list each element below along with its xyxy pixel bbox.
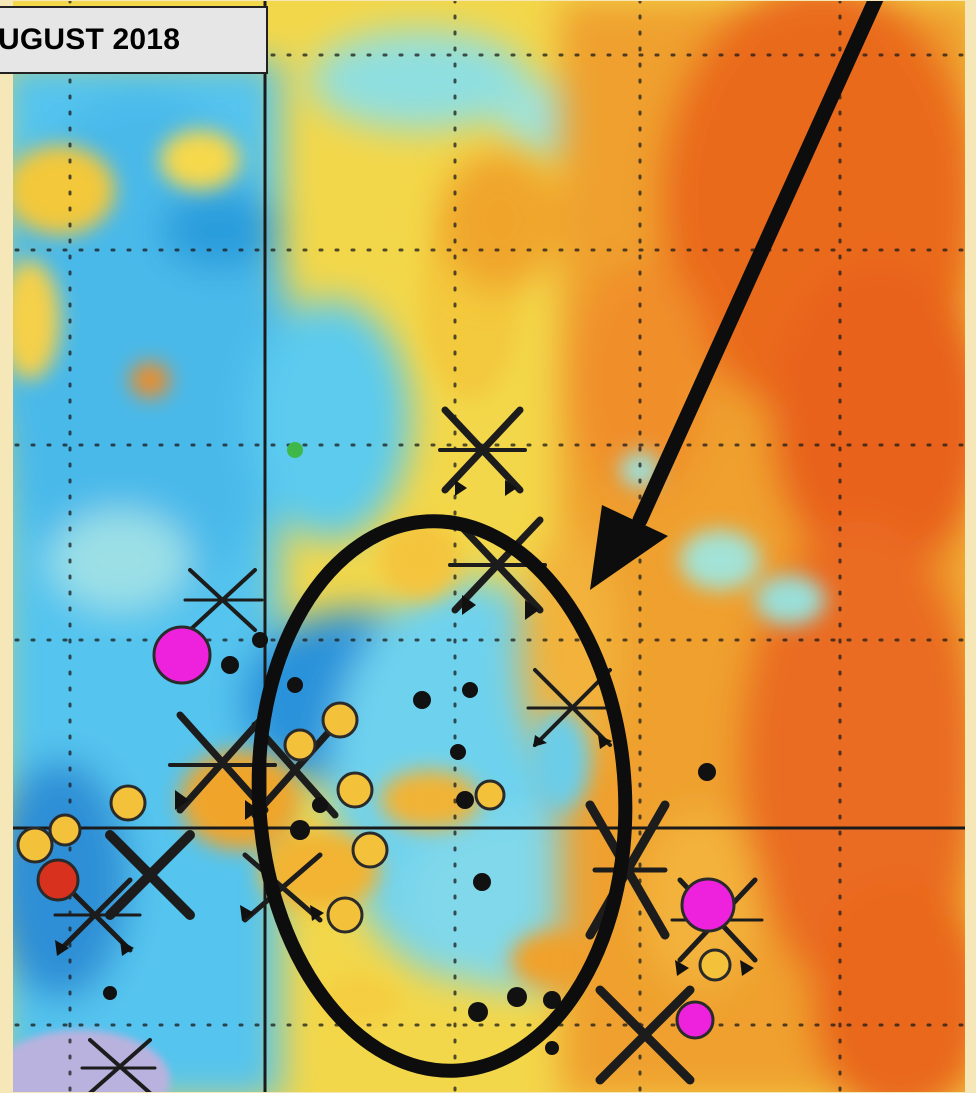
black-dot-marker — [287, 677, 303, 693]
x-cross-marker — [183, 568, 264, 632]
black-dot-marker-group — [103, 632, 716, 1055]
black-dot-marker — [545, 1041, 559, 1055]
x-cross-marker — [595, 985, 695, 1085]
cool-region — [12, 30, 640, 1093]
black-dot-marker — [456, 791, 474, 809]
x-cross-marker-group — [53, 406, 764, 1093]
arrow-icon — [590, 0, 884, 590]
magenta-circle-marker — [152, 625, 212, 685]
ellipse-highlight — [251, 514, 633, 1078]
x-cross-marker — [80, 1038, 157, 1093]
black-dot-marker — [468, 1002, 488, 1022]
magenta-circle-marker — [680, 877, 736, 933]
orange-circle-marker — [321, 701, 359, 739]
date-label: UGUST 2018 — [0, 6, 268, 74]
black-dot-marker — [450, 744, 466, 760]
black-dot-marker — [462, 682, 478, 698]
red-circle-marker — [36, 858, 80, 902]
orange-circle-marker — [109, 784, 147, 822]
orange-circle-marker — [336, 771, 374, 809]
map-frame — [11, 0, 967, 1093]
black-dot-marker — [221, 656, 239, 674]
x-cross-marker — [242, 852, 323, 923]
cool-patches-east — [530, 452, 825, 810]
orange-circle-marker — [326, 896, 364, 934]
magenta-circle-marker — [675, 1000, 715, 1040]
orange-circle-marker — [474, 779, 506, 811]
black-dot-marker — [413, 691, 431, 709]
orange-circle-marker — [283, 728, 317, 762]
black-dot-marker — [698, 763, 716, 781]
black-dot-marker — [543, 991, 561, 1009]
black-dot-marker — [312, 797, 328, 813]
x-cross-marker — [105, 830, 195, 920]
black-dot-marker — [473, 873, 491, 891]
black-dot-marker — [252, 632, 268, 648]
orange-circle-marker — [351, 831, 389, 869]
black-dot-marker — [103, 986, 117, 1000]
black-dot-marker — [507, 987, 527, 1007]
orange-circle-marker-group — [16, 701, 732, 982]
black-dot-marker — [290, 820, 310, 840]
x-cross-marker — [526, 668, 617, 747]
green-dot-marker — [287, 442, 303, 458]
orange-circle-marker — [698, 948, 732, 982]
marker-arrow-tips — [55, 480, 754, 976]
warm-patches-west — [12, 130, 610, 1025]
orange-circle-marker — [48, 813, 82, 847]
magenta-circle-marker-group — [152, 625, 736, 1040]
x-cross-marker — [438, 406, 527, 494]
orange-circle-marker — [16, 826, 54, 864]
